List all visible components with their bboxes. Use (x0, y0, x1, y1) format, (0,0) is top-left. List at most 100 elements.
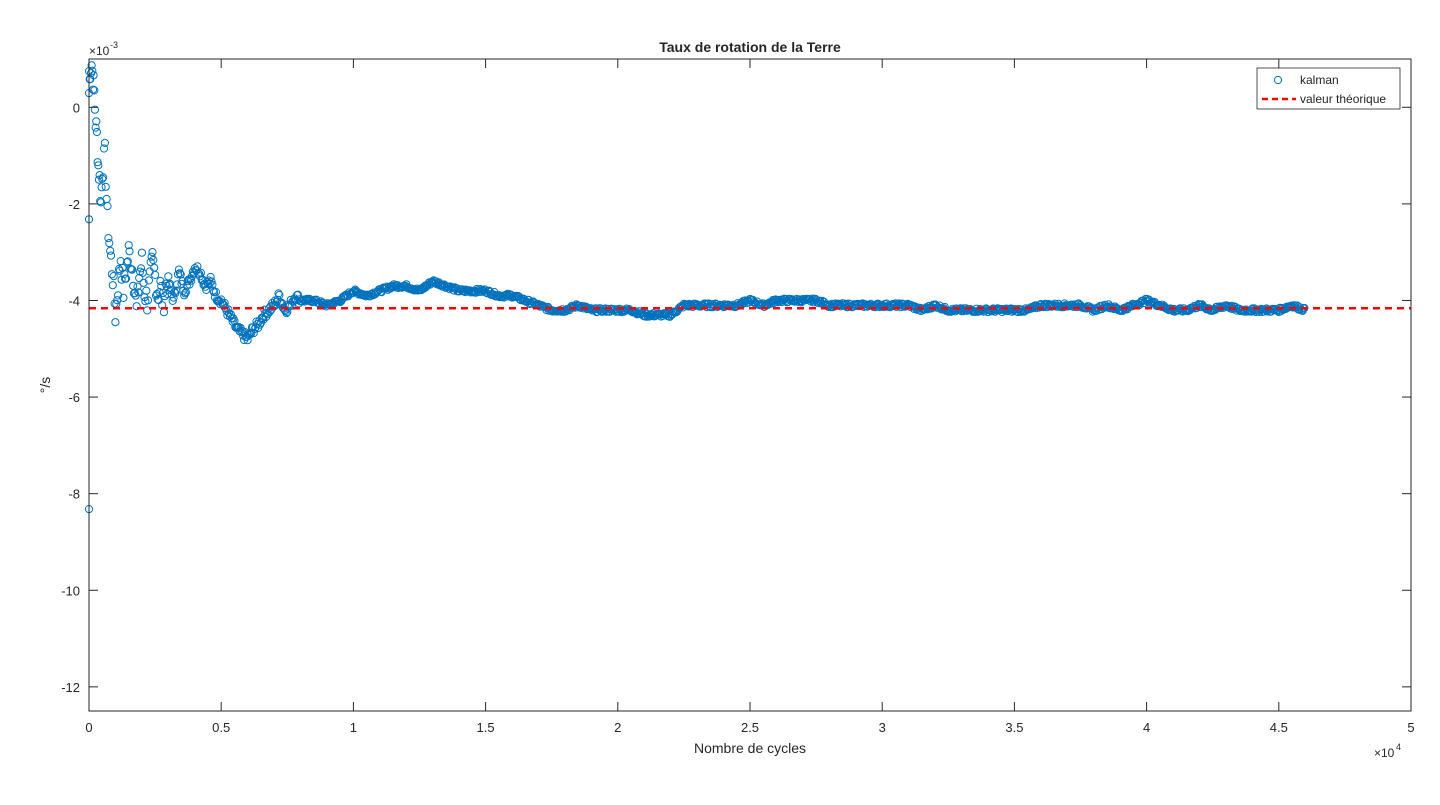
kalman-point (139, 278, 148, 287)
kalman-point (164, 272, 173, 281)
y-tick-label: 0 (73, 100, 80, 115)
kalman-point (121, 274, 131, 283)
kalman-point (123, 257, 132, 266)
kalman-point (143, 306, 152, 315)
kalman-point (122, 258, 132, 267)
kalman-point (94, 161, 103, 170)
kalman-point (187, 276, 196, 285)
kalman-point (249, 328, 258, 338)
x-axis-label: Nombre de cycles (694, 740, 806, 756)
kalman-point (143, 296, 153, 305)
kalman-point (342, 290, 351, 299)
y-tick-label: -12 (61, 680, 80, 695)
kalman-point (93, 158, 102, 167)
legend-theory-label: valeur théorique (1300, 92, 1386, 106)
kalman-point (250, 325, 259, 334)
kalman-point (124, 241, 133, 250)
legend-box (1256, 67, 1401, 110)
x-exponent-power: 4 (1396, 742, 1401, 752)
kalman-point (258, 314, 267, 323)
x-tick-label: 3.5 (1005, 720, 1023, 735)
kalman-point (107, 270, 117, 279)
kalman-point (225, 309, 234, 318)
kalman-point (438, 282, 447, 291)
kalman-point (92, 127, 102, 137)
kalman-point (126, 264, 135, 273)
x-tick-label: 5 (1407, 720, 1414, 735)
kalman-point (208, 280, 217, 289)
x-tick-label: 1.5 (477, 720, 495, 735)
x-tick-label: 4.5 (1270, 720, 1288, 735)
legend-kalman-marker (1273, 75, 1283, 85)
kalman-point (90, 86, 99, 95)
kalman-point (92, 117, 101, 126)
kalman-point (138, 268, 147, 277)
x-tick-label: 0.5 (212, 720, 230, 735)
legend-kalman-label: kalman (1300, 73, 1339, 87)
x-tick-label: 2 (614, 720, 621, 735)
kalman-point (90, 105, 100, 114)
kalman-point (207, 277, 216, 286)
kalman-point (152, 289, 161, 299)
kalman-point (100, 138, 110, 147)
kalman-point (98, 174, 107, 183)
y-tick-label: -8 (68, 487, 80, 502)
plot-area (84, 61, 1411, 514)
kalman-point (150, 263, 159, 272)
kalman-point (228, 317, 237, 326)
kalman-point (159, 308, 168, 317)
kalman-point (1136, 298, 1145, 308)
kalman-point (114, 291, 123, 300)
y-tick-label: -6 (68, 390, 80, 405)
kalman-point (105, 239, 114, 248)
kalman-point (169, 293, 178, 302)
axis-ticks: 0 0.5 1 1.5 2 2.5 3 3.5 4 4.5 5 0 -2 -4 -6 -8 -10 -12 (61, 59, 1415, 735)
kalman-point (149, 255, 158, 265)
x-tick-label: 4 (1143, 720, 1150, 735)
kalman-point (104, 234, 113, 243)
x-tick-label: 3 (879, 720, 886, 735)
x-exponent-label: ×10 4 (1374, 742, 1401, 760)
kalman-point (94, 175, 104, 184)
kalman-point (142, 286, 151, 295)
x-tick-label: 1 (350, 720, 357, 735)
kalman-point (97, 183, 106, 192)
y-tick-label: -2 (68, 197, 80, 212)
y-exponent-label: ×10 -3 (89, 40, 118, 58)
kalman-point (103, 202, 112, 211)
kalman-point (91, 123, 100, 132)
chart-title: Taux de rotation de la Terre (659, 39, 841, 55)
kalman-point (1300, 303, 1309, 313)
kalman-point (120, 269, 129, 279)
kalman-point (175, 269, 184, 278)
kalman-point (178, 277, 187, 286)
kalman-point (173, 270, 183, 279)
x-tick-label: 0 (85, 720, 92, 735)
kalman-point (314, 299, 324, 308)
kalman-point (403, 283, 413, 292)
kalman-point (220, 298, 229, 308)
kalman-point (133, 282, 142, 291)
kalman-point (156, 276, 165, 286)
y-exponent-base: ×10 (89, 44, 110, 58)
y-axis-label: °/s (37, 377, 53, 394)
kalman-point (185, 280, 194, 289)
legend: kalman valeur théorique (1256, 67, 1401, 110)
kalman-point (119, 293, 128, 302)
axes-box (88, 58, 1412, 712)
kalman-point (181, 289, 190, 298)
kalman-point (134, 288, 143, 297)
kalman-point (144, 276, 153, 285)
kalman-point (174, 265, 183, 274)
kalman-point (136, 264, 146, 273)
kalman-point (153, 295, 162, 304)
kalman-point (145, 267, 154, 276)
y-tick-label: -4 (68, 293, 80, 308)
x-tick-label: 2.5 (741, 720, 759, 735)
kalman-point (206, 272, 215, 282)
y-exponent-power: -3 (110, 40, 118, 50)
kalman-point (99, 173, 108, 182)
kalman-point (102, 194, 111, 204)
